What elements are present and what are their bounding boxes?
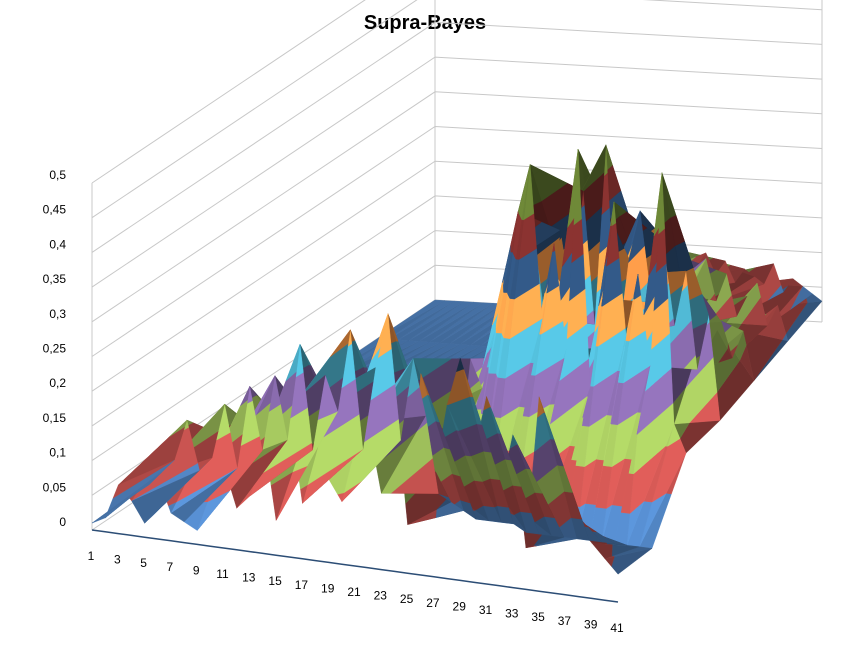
x-tick-label: 21 (347, 585, 361, 599)
x-tick-label: 13 (242, 571, 256, 585)
x-tick-label: 25 (400, 592, 414, 606)
surface-facet (91, 472, 162, 524)
z-tick-label: 0,3 (49, 307, 66, 321)
surface-facet (537, 396, 544, 418)
x-tick-label: 31 (479, 603, 493, 617)
x-axis-labels: 1 3 5 7 9 11 13 15 17 19 21 23 25 27 29 31 33 35 37 39 41 (88, 549, 624, 635)
surface-facet (572, 149, 579, 189)
z-tick-label: 0,15 (43, 411, 67, 425)
z-tick-label: 0,4 (49, 237, 66, 251)
surface-facet (384, 358, 414, 407)
surface-facet (502, 265, 507, 283)
gridline (91, 56, 823, 288)
surface-facet (256, 375, 276, 415)
x-tick-label: 15 (268, 574, 282, 588)
x-tick-label: 27 (426, 596, 440, 610)
z-tick-label: 0,05 (43, 480, 67, 494)
surface-facet (502, 245, 512, 293)
z-tick-label: 0,25 (43, 342, 67, 356)
gridline (91, 0, 823, 219)
surface-facet (526, 164, 531, 182)
gridline (91, 0, 366, 184)
x-tick-label: 5 (140, 556, 147, 570)
z-tick-label: 0,2 (49, 376, 66, 390)
surface-facet (658, 172, 663, 197)
surface-facet (579, 144, 607, 195)
surface-facet (112, 460, 175, 499)
surface-facet (610, 201, 615, 226)
x-tick-label: 33 (505, 607, 519, 621)
surface-facet (594, 297, 603, 332)
surface-facet (509, 434, 517, 449)
chart-title: Supra-Bayes (363, 12, 487, 34)
surface-facet (440, 404, 457, 440)
surface-facet (285, 344, 301, 381)
surface-plot (91, 144, 823, 603)
surface-facet (240, 386, 250, 406)
x-tick-label: 17 (295, 578, 309, 592)
x-tick-label: 11 (216, 567, 229, 581)
surface-facet (371, 313, 389, 360)
surface-facet (377, 299, 446, 339)
surface-facet (487, 333, 495, 353)
surface-facet (510, 211, 519, 253)
surface-facet (591, 542, 613, 559)
gridline (91, 21, 823, 253)
surface-facet (456, 357, 464, 373)
x-tick-label: 19 (321, 581, 335, 595)
surface-facet (626, 210, 641, 258)
x-tick-label: 7 (167, 560, 174, 574)
x-tick-label: 1 (88, 549, 95, 563)
z-tick-label: 0,45 (43, 203, 67, 217)
x-tick-label: 29 (453, 599, 467, 613)
surface-facet (552, 243, 555, 252)
x-tick-label: 35 (531, 610, 545, 624)
surface-facet (169, 419, 188, 437)
z-tick-label: 0,1 (49, 446, 66, 460)
x-tick-label: 3 (114, 553, 121, 567)
z-tick-label: 0,5 (49, 168, 66, 182)
surface-facet (329, 329, 351, 358)
x-tick-label: 41 (610, 621, 624, 635)
x-tick-label: 9 (193, 563, 200, 577)
x-tick-label: 37 (558, 614, 572, 628)
z-tick-label: 0,35 (43, 272, 67, 286)
x-tick-label: 23 (374, 589, 388, 603)
z-axis-labels: 0 0,05 0,1 0,15 0,2 0,25 0,3 0,35 0,4 0,45 0,5 (43, 168, 67, 529)
surface-front-edge (91, 529, 619, 603)
z-tick-label: 0 (59, 515, 66, 529)
surface-facet (483, 396, 490, 411)
surface-facet (633, 274, 639, 300)
x-tick-label: 39 (584, 617, 598, 631)
